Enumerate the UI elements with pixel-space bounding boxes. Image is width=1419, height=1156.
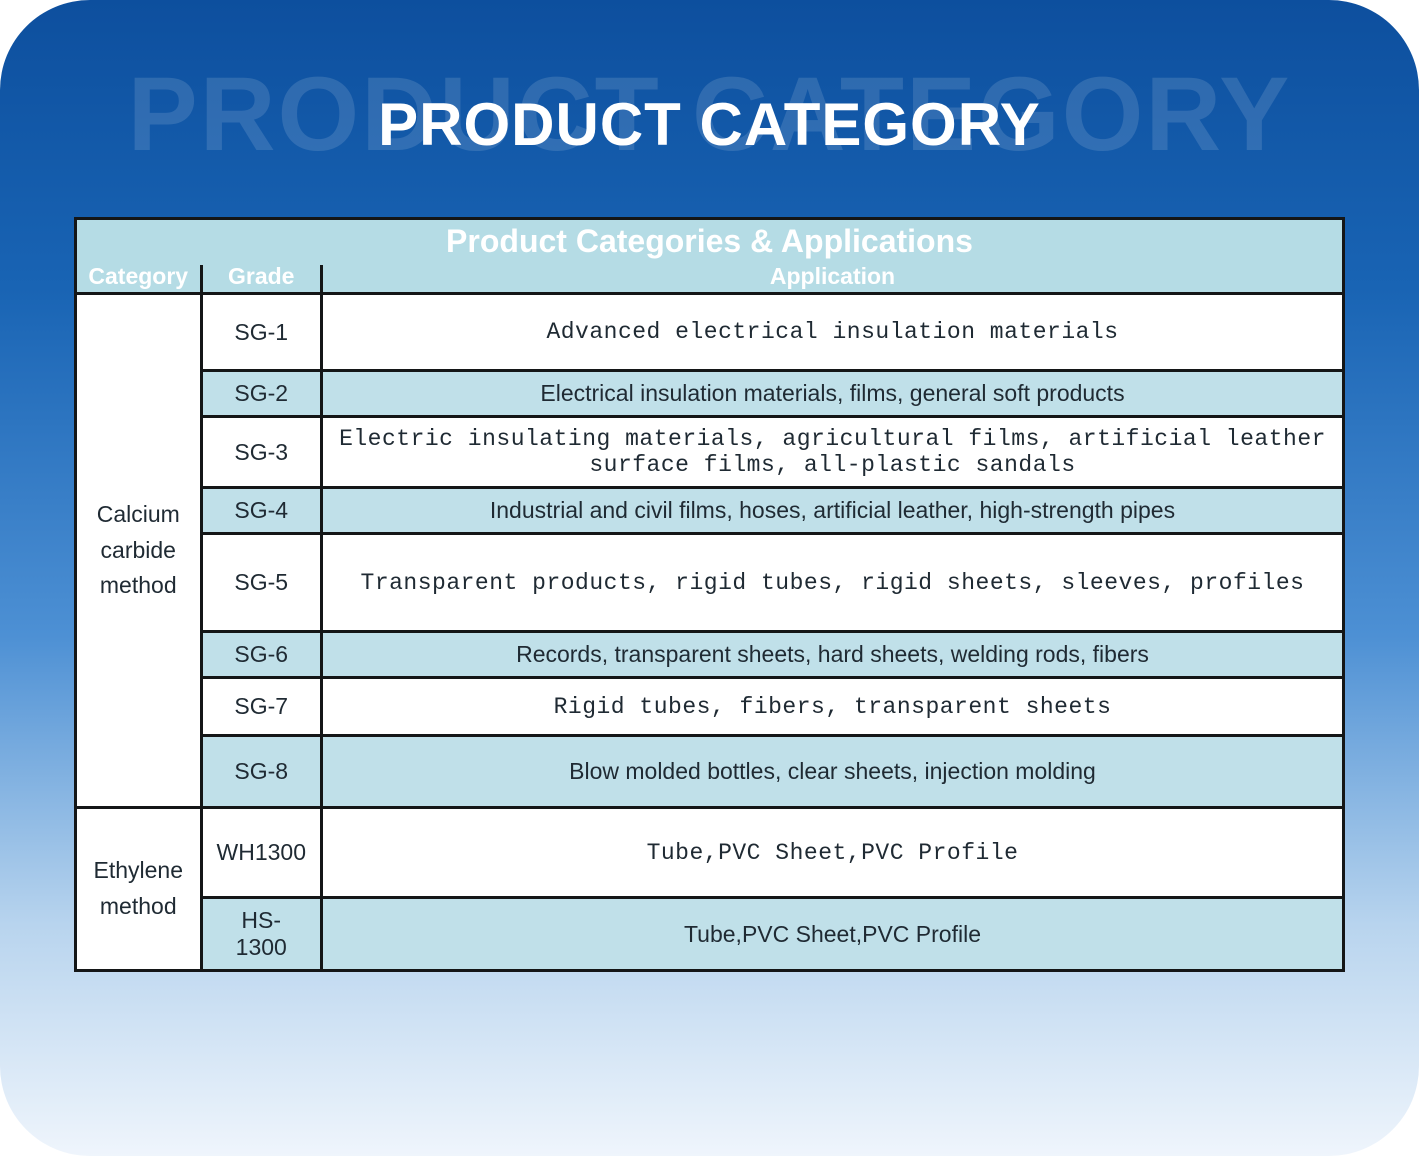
grade-cell: WH1300 — [201, 808, 321, 898]
table-caption: Product Categories & Applications — [77, 220, 1342, 265]
application-cell: Industrial and civil films, hoses, artif… — [321, 488, 1342, 534]
application-cell: Tube,PVC Sheet,PVC Profile — [321, 898, 1342, 970]
col-header-grade: Grade — [201, 265, 321, 294]
application-cell: Tube,PVC Sheet,PVC Profile — [321, 808, 1342, 898]
col-header-application: Application — [321, 265, 1342, 294]
page-title: PRODUCT CATEGORY — [0, 90, 1419, 159]
grade-cell: SG-7 — [201, 678, 321, 736]
application-cell: Records, transparent sheets, hard sheets… — [321, 632, 1342, 678]
application-cell: Rigid tubes, fibers, transparent sheets — [321, 678, 1342, 736]
application-cell: Advanced electrical insulation materials — [321, 294, 1342, 371]
application-cell: Electrical insulation materials, films, … — [321, 371, 1342, 417]
table-row: HS-1300 Tube,PVC Sheet,PVC Profile — [77, 898, 1342, 970]
application-cell: Blow molded bottles, clear sheets, injec… — [321, 736, 1342, 808]
grade-cell: SG-2 — [201, 371, 321, 417]
table-row: Calcium carbide method SG-1 Advanced ele… — [77, 294, 1342, 371]
table-row: SG-4 Industrial and civil films, hoses, … — [77, 488, 1342, 534]
category-cell-calcium-carbide: Calcium carbide method — [77, 294, 201, 808]
category-cell-ethylene: Ethylene method — [77, 808, 201, 970]
application-cell: Transparent products, rigid tubes, rigid… — [321, 534, 1342, 632]
grade-cell: SG-6 — [201, 632, 321, 678]
table-row: SG-5 Transparent products, rigid tubes, … — [77, 534, 1342, 632]
col-header-category: Category — [77, 265, 201, 294]
grade-cell: SG-8 — [201, 736, 321, 808]
grade-cell: HS-1300 — [201, 898, 321, 970]
product-category-card: PRODUCT CATEGORY PRODUCT CATEGORY Produc… — [0, 0, 1419, 1156]
table-header-row: Category Grade Application — [77, 265, 1342, 294]
application-cell: Electric insulating materials, agricultu… — [321, 417, 1342, 488]
table-row: SG-8 Blow molded bottles, clear sheets, … — [77, 736, 1342, 808]
grade-cell: SG-4 — [201, 488, 321, 534]
grade-cell: SG-3 — [201, 417, 321, 488]
table-row: SG-6 Records, transparent sheets, hard s… — [77, 632, 1342, 678]
grade-cell: SG-1 — [201, 294, 321, 371]
product-table-container: Product Categories & Applications Catego… — [74, 217, 1345, 972]
table-row: SG-2 Electrical insulation materials, fi… — [77, 371, 1342, 417]
table-row: Ethylene method WH1300 Tube,PVC Sheet,PV… — [77, 808, 1342, 898]
grade-cell: SG-5 — [201, 534, 321, 632]
product-table: Category Grade Application Calcium carbi… — [77, 265, 1342, 969]
title-area: PRODUCT CATEGORY PRODUCT CATEGORY — [0, 0, 1419, 200]
table-row: SG-7 Rigid tubes, fibers, transparent sh… — [77, 678, 1342, 736]
table-row: SG-3 Electric insulating materials, agri… — [77, 417, 1342, 488]
